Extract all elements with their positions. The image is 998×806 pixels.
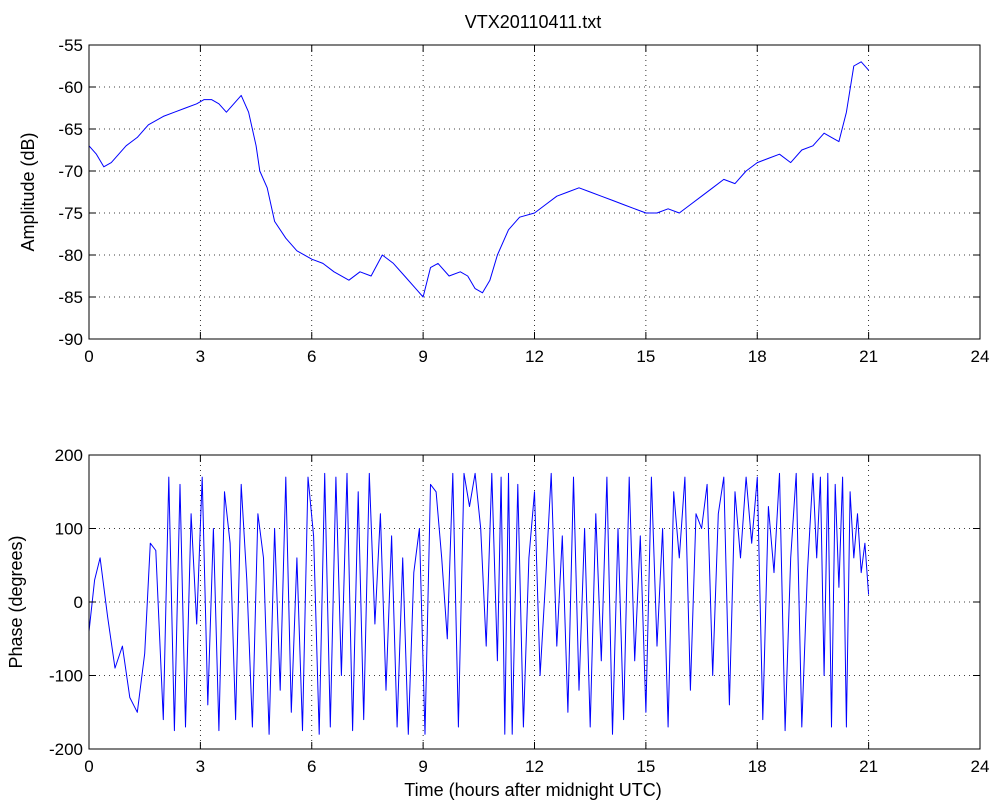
phase-trace [88, 472, 870, 735]
x-tick-label: 15 [636, 347, 655, 366]
amplitude-ticks: 0 3 6 9 12 15 18 21 24 -90 -85 -80 -75 -70 -65 -60 -55 [58, 36, 989, 366]
phase-ylabel: Phase (degrees) [6, 535, 26, 668]
y-tick-label: -200 [49, 740, 83, 759]
amplitude-trace [88, 61, 869, 298]
x-tick-label: 15 [636, 757, 655, 776]
x-tick-label: 12 [525, 347, 544, 366]
x-tick-label: 18 [748, 347, 767, 366]
amplitude-axes-frame [88, 44, 981, 340]
x-tick-label: 9 [418, 347, 427, 366]
x-tick-label: 9 [418, 757, 427, 776]
amplitude-plot: VTX20110411.txt 0 3 6 9 12 15 18 21 24 -90 -85 -80 -… [18, 12, 989, 366]
y-tick-label: 0 [74, 593, 83, 612]
x-tick-label: 21 [859, 757, 878, 776]
y-tick-label: -85 [58, 288, 83, 307]
x-tick-label: 6 [307, 757, 316, 776]
y-tick-label: -55 [58, 36, 83, 55]
x-tick-label: 3 [196, 347, 205, 366]
x-tick-label: 21 [859, 347, 878, 366]
x-tick-label: 0 [84, 347, 93, 366]
y-tick-label: -65 [58, 120, 83, 139]
y-tick-label: -80 [58, 246, 83, 265]
amplitude-grid [89, 45, 980, 339]
y-tick-label: -90 [58, 330, 83, 349]
y-tick-label: -100 [49, 667, 83, 686]
amplitude-ylabel: Amplitude (dB) [18, 132, 38, 251]
phase-plot: 0 3 6 9 12 15 18 21 24 -200 -100 0 100 200 Phase (deg… [6, 446, 989, 800]
x-tick-label: 24 [971, 347, 990, 366]
y-tick-label: -75 [58, 204, 83, 223]
y-tick-label: 100 [55, 520, 83, 539]
x-tick-label: 3 [196, 757, 205, 776]
x-tick-label: 6 [307, 347, 316, 366]
y-tick-label: 200 [55, 446, 83, 465]
x-tick-label: 24 [971, 757, 990, 776]
y-tick-label: -70 [58, 162, 83, 181]
y-tick-label: -60 [58, 78, 83, 97]
x-tick-label: 12 [525, 757, 544, 776]
phase-xlabel: Time (hours after midnight UTC) [404, 780, 661, 800]
phase-ticks: 0 3 6 9 12 15 18 21 24 -200 -100 0 100 200 [49, 446, 989, 776]
x-tick-label: 18 [748, 757, 767, 776]
amplitude-title: VTX20110411.txt [465, 12, 601, 32]
x-tick-label: 0 [84, 757, 93, 776]
